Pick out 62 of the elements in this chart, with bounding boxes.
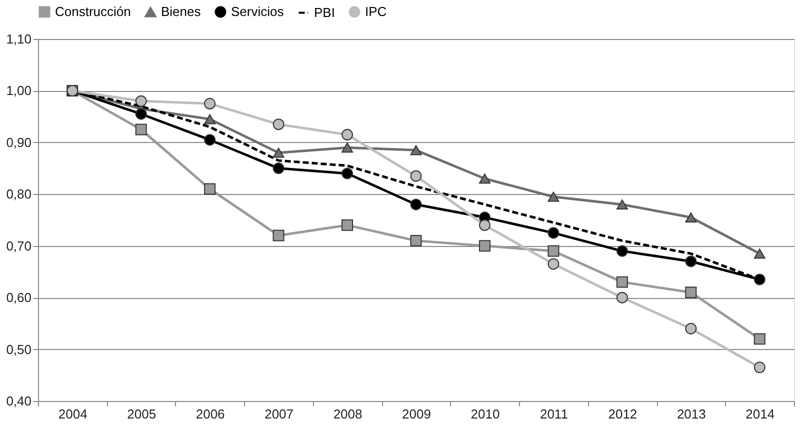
point — [410, 145, 422, 156]
y-tick-label: 0,60 — [6, 290, 32, 306]
point — [410, 170, 422, 182]
point — [204, 114, 216, 124]
point — [685, 286, 697, 298]
point — [616, 292, 628, 304]
point — [548, 192, 560, 202]
point — [616, 199, 628, 210]
y-tick-label: 0,50 — [6, 342, 32, 357]
point — [548, 227, 560, 239]
point — [754, 274, 766, 286]
point — [204, 98, 216, 110]
x-tick-label: 2005 — [127, 406, 156, 422]
x-tick-label: 2008 — [333, 406, 362, 422]
x-tick-label: 2010 — [470, 406, 500, 422]
point — [204, 183, 216, 195]
x-tick-label: 2012 — [608, 406, 638, 422]
point — [478, 174, 490, 184]
point — [478, 219, 490, 231]
point — [616, 245, 628, 257]
point — [272, 148, 284, 158]
x-tick-label: 2014 — [746, 406, 775, 422]
y-tick-label: 0,90 — [6, 134, 32, 150]
legend-label: IPC — [365, 4, 387, 19]
point — [342, 128, 354, 140]
x-tick-label: 2011 — [540, 406, 568, 422]
point — [548, 245, 560, 257]
legend-label: Servicios — [231, 4, 284, 19]
point — [754, 362, 766, 374]
x-tick-label: 2004 — [58, 406, 88, 422]
point — [478, 240, 490, 252]
x-tick-label: 2013 — [676, 406, 706, 422]
point — [135, 95, 147, 107]
point — [410, 198, 422, 210]
legend-label: Bienes — [161, 4, 202, 20]
point — [685, 212, 697, 222]
y-tick-label: 1,10 — [6, 32, 32, 46]
point — [342, 219, 354, 231]
x-tick-label: 2006 — [196, 406, 225, 422]
point — [135, 108, 147, 120]
y-tick-label: 0,70 — [6, 238, 32, 254]
legend-label: Construcción — [55, 4, 131, 19]
point — [685, 256, 697, 268]
point — [342, 168, 354, 180]
point — [754, 248, 766, 259]
x-tick-label: 2007 — [264, 406, 294, 422]
point — [685, 322, 697, 334]
point — [548, 258, 560, 270]
y-tick-label: 1,00 — [6, 83, 32, 98]
point — [616, 276, 628, 288]
point — [204, 134, 216, 146]
point — [272, 162, 284, 174]
point — [272, 118, 284, 130]
y-tick-label: 0,80 — [6, 186, 32, 202]
x-tick-label: 2009 — [402, 406, 431, 422]
point — [135, 124, 147, 136]
point — [410, 234, 422, 246]
point — [342, 142, 354, 153]
y-tick-label: 0,40 — [6, 394, 32, 408]
point — [754, 333, 766, 345]
point — [272, 230, 284, 242]
legend-label: PBI — [314, 4, 335, 20]
